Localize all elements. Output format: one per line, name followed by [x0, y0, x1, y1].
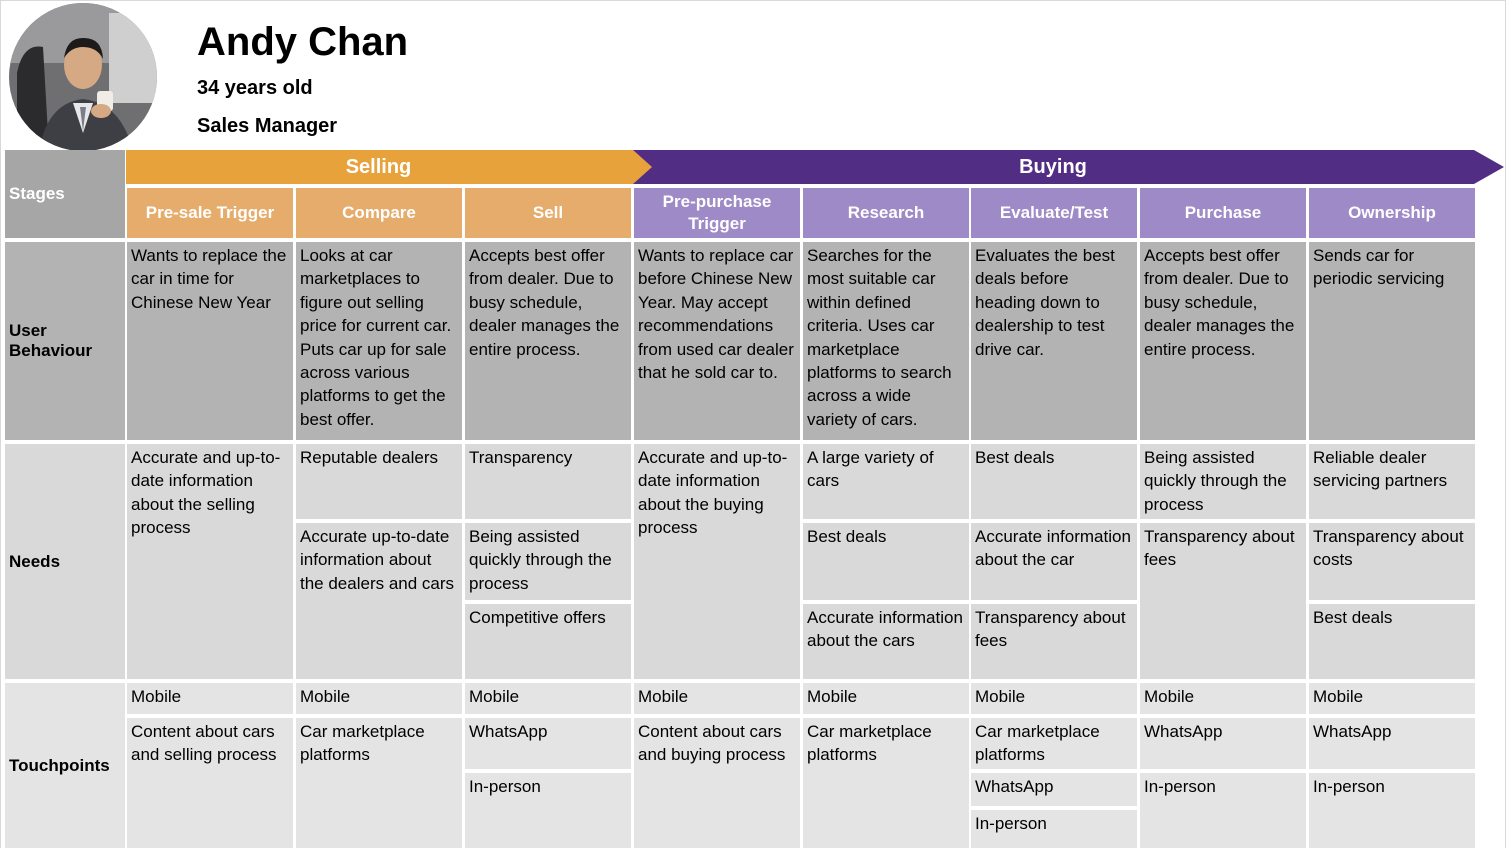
phase-buying: Buying — [1019, 156, 1087, 178]
stage-header: Pre-purchase Trigger — [634, 188, 800, 238]
stages-label: Stages — [5, 150, 125, 238]
need-cell: Transparency about costs — [1309, 523, 1475, 600]
touchpoint-cell: Mobile — [634, 683, 800, 714]
need-cell: Best deals — [1309, 604, 1475, 679]
behaviour-cell: Accepts best offer from dealer. Due to b… — [465, 242, 631, 440]
touchpoint-cell: Car marketplace platforms — [296, 718, 462, 848]
touchpoint-cell: Mobile — [803, 683, 969, 714]
need-cell: Reliable dealer servicing partners — [1309, 444, 1475, 519]
need-cell: A large variety of cars — [803, 444, 969, 519]
touchpoint-cell: Mobile — [127, 683, 293, 714]
need-cell: Best deals — [803, 523, 969, 600]
phase-arrows — [126, 150, 1504, 184]
touchpoint-cell: Mobile — [1140, 683, 1306, 714]
behaviour-cell: Evaluates the best deals before heading … — [971, 242, 1137, 440]
touchpoint-cell: WhatsApp — [971, 773, 1137, 806]
need-cell: Accurate up-to-date information about th… — [296, 523, 462, 679]
touchpoint-cell: Mobile — [971, 683, 1137, 714]
touchpoint-cell: In-person — [971, 810, 1137, 848]
touchpoint-cell: Content about cars and selling process — [127, 718, 293, 848]
selling-arrow-shape — [126, 150, 654, 184]
persona-role: Sales Manager — [197, 115, 338, 137]
need-cell: Accurate and up-to-date information abou… — [634, 444, 800, 679]
touchpoint-cell: WhatsApp — [465, 718, 631, 769]
stage-header: Research — [803, 188, 969, 238]
needs-label: Needs — [5, 444, 125, 679]
stage-header: Evaluate/Test — [971, 188, 1137, 238]
touchpoint-cell: WhatsApp — [1309, 718, 1475, 769]
need-cell: Being assisted quickly through the proce… — [1140, 444, 1306, 519]
touchpoint-cell: Car marketplace platforms — [971, 718, 1137, 769]
need-cell: Competitive offers — [465, 604, 631, 679]
stage-header: Purchase — [1140, 188, 1306, 238]
touchpoints-label: Touchpoints — [5, 683, 125, 848]
need-cell: Transparency about fees — [1140, 523, 1306, 679]
behaviour-cell: Wants to replace the car in time for Chi… — [127, 242, 293, 440]
behaviour-cell: Sends car for periodic servicing — [1309, 242, 1475, 440]
touchpoint-cell: In-person — [465, 773, 631, 848]
user-behaviour-label: User Behaviour — [5, 242, 125, 440]
touchpoint-cell: In-person — [1140, 773, 1306, 848]
stage-header: Ownership — [1309, 188, 1475, 238]
touchpoint-cell: WhatsApp — [1140, 718, 1306, 769]
stage-header: Compare — [296, 188, 462, 238]
need-cell: Being assisted quickly through the proce… — [465, 523, 631, 600]
behaviour-cell: Searches for the most suitable car withi… — [803, 242, 969, 440]
persona-age: 34 years old — [197, 77, 313, 99]
behaviour-cell: Accepts best offer from dealer. Due to b… — [1140, 242, 1306, 440]
buying-arrow-shape — [633, 150, 1504, 184]
touchpoint-cell: Mobile — [465, 683, 631, 714]
touchpoint-cell: In-person — [1309, 773, 1475, 848]
need-cell: Accurate information about the car — [971, 523, 1137, 600]
phase-selling: Selling — [345, 156, 412, 178]
stage-header: Sell — [465, 188, 631, 238]
behaviour-cell: Wants to replace car before Chinese New … — [634, 242, 800, 440]
persona-name: Andy Chan — [197, 20, 409, 64]
touchpoint-cell: Car marketplace platforms — [803, 718, 969, 848]
need-cell: Accurate and up-to-date information abou… — [127, 444, 293, 679]
need-cell: Transparency about fees — [971, 604, 1137, 679]
stage-header: Pre-sale Trigger — [127, 188, 293, 238]
need-cell: Best deals — [971, 444, 1137, 519]
touchpoint-cell: Mobile — [1309, 683, 1475, 714]
touchpoint-cell: Mobile — [296, 683, 462, 714]
need-cell: Transparency — [465, 444, 631, 519]
behaviour-cell: Looks at car marketplaces to figure out … — [296, 242, 462, 440]
need-cell: Reputable dealers — [296, 444, 462, 519]
need-cell: Accurate information about the cars — [803, 604, 969, 679]
touchpoint-cell: Content about cars and buying process — [634, 718, 800, 848]
